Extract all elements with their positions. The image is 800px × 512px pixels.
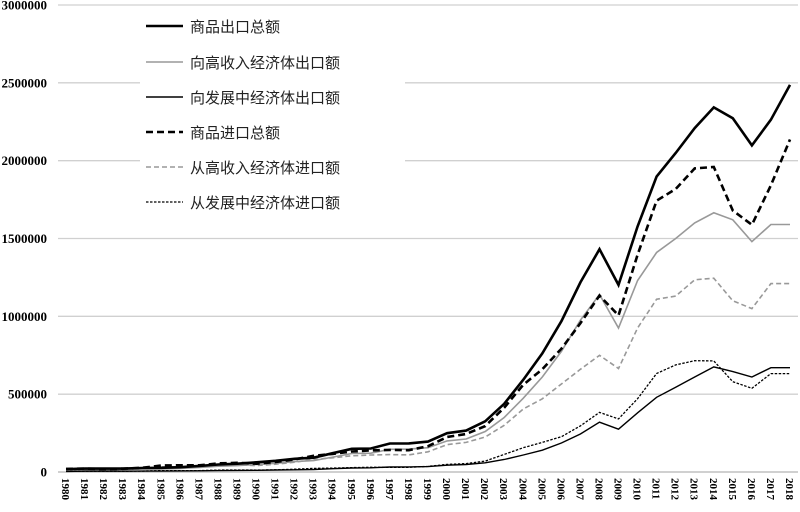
- y-tick-label: 0: [41, 465, 48, 480]
- legend-label: 商品进口总额: [190, 124, 280, 142]
- x-tick-label: 1993: [307, 478, 319, 501]
- legend-background: [140, 10, 405, 220]
- x-axis: 1980 1981 1982 1983 1984 1985 1986 1987 1988 1989…: [59, 478, 795, 501]
- x-tick-label: 2006: [554, 478, 566, 501]
- legend-label: 商品出口总额: [190, 18, 280, 36]
- y-axis: 0 500000 1000000 1500000 2000000 2500000 30000…: [2, 0, 48, 480]
- x-tick-label: 1990: [250, 478, 262, 501]
- x-tick-label: 2009: [612, 478, 624, 501]
- x-tick-label: 1987: [192, 478, 204, 501]
- y-tick-label: 2500000: [2, 75, 48, 90]
- x-tick-label: 2010: [631, 478, 643, 501]
- y-tick-label: 1500000: [2, 231, 48, 246]
- y-tick-label: 2000000: [2, 153, 48, 168]
- y-tick-label: 3000000: [2, 0, 48, 13]
- x-tick-label: 1982: [97, 478, 109, 501]
- x-tick-label: 2000: [440, 478, 452, 501]
- x-tick-label: 1981: [78, 478, 90, 500]
- x-tick-label: 1994: [326, 478, 338, 501]
- legend: 商品出口总额向高收入经济体出口额向发展中经济体出口额商品进口总额从高收入经济体进…: [140, 10, 405, 220]
- legend-label: 从发展中经济体进口额: [190, 194, 340, 212]
- x-tick-label: 1998: [402, 478, 414, 501]
- legend-label: 向发展中经济体出口额: [190, 89, 340, 107]
- x-tick-label: 1984: [135, 478, 147, 501]
- series-line-3: [65, 138, 792, 471]
- x-tick-label: 1986: [173, 478, 185, 501]
- x-tick-label: 2017: [764, 478, 776, 501]
- legend-label: 从高收入经济体进口额: [190, 159, 340, 177]
- x-tick-label: 2007: [573, 478, 585, 501]
- x-tick-label: 1996: [364, 478, 376, 501]
- x-tick-label: 1991: [269, 478, 281, 500]
- y-tick-label: 500000: [8, 387, 47, 402]
- x-tick-label: 1980: [59, 478, 71, 501]
- x-tick-label: 2008: [592, 478, 604, 501]
- x-tick-label: 1995: [345, 478, 357, 501]
- x-tick-label: 2002: [478, 478, 490, 501]
- x-tick-label: 2011: [650, 478, 662, 499]
- series-line-1: [65, 211, 790, 471]
- x-tick-label: 1985: [154, 478, 166, 501]
- series-line-2: [65, 366, 790, 473]
- x-tick-label: 2001: [459, 478, 471, 500]
- x-tick-label: 1992: [288, 478, 300, 501]
- x-tick-label: 2015: [726, 478, 738, 501]
- x-tick-label: 2004: [516, 478, 528, 501]
- x-tick-label: 1997: [383, 478, 395, 501]
- x-tick-label: 2005: [535, 478, 547, 501]
- series-line-0: [65, 84, 792, 471]
- x-tick-label: 2016: [745, 478, 757, 501]
- x-tick-label: 1983: [116, 478, 128, 501]
- plot-area: [65, 84, 792, 473]
- x-tick-label: 1989: [230, 478, 242, 501]
- x-tick-label: 1988: [211, 478, 223, 501]
- x-tick-label: 2003: [497, 478, 509, 501]
- x-tick-label: 2012: [669, 478, 681, 501]
- x-tick-label: 2014: [707, 478, 719, 501]
- legend-label: 向高收入经济体出口额: [190, 54, 340, 72]
- series-line-5: [66, 360, 790, 472]
- x-tick-label: 1999: [421, 478, 433, 501]
- x-tick-label: 2018: [783, 478, 795, 501]
- x-tick-label: 2013: [688, 478, 700, 501]
- y-tick-label: 1000000: [2, 309, 48, 324]
